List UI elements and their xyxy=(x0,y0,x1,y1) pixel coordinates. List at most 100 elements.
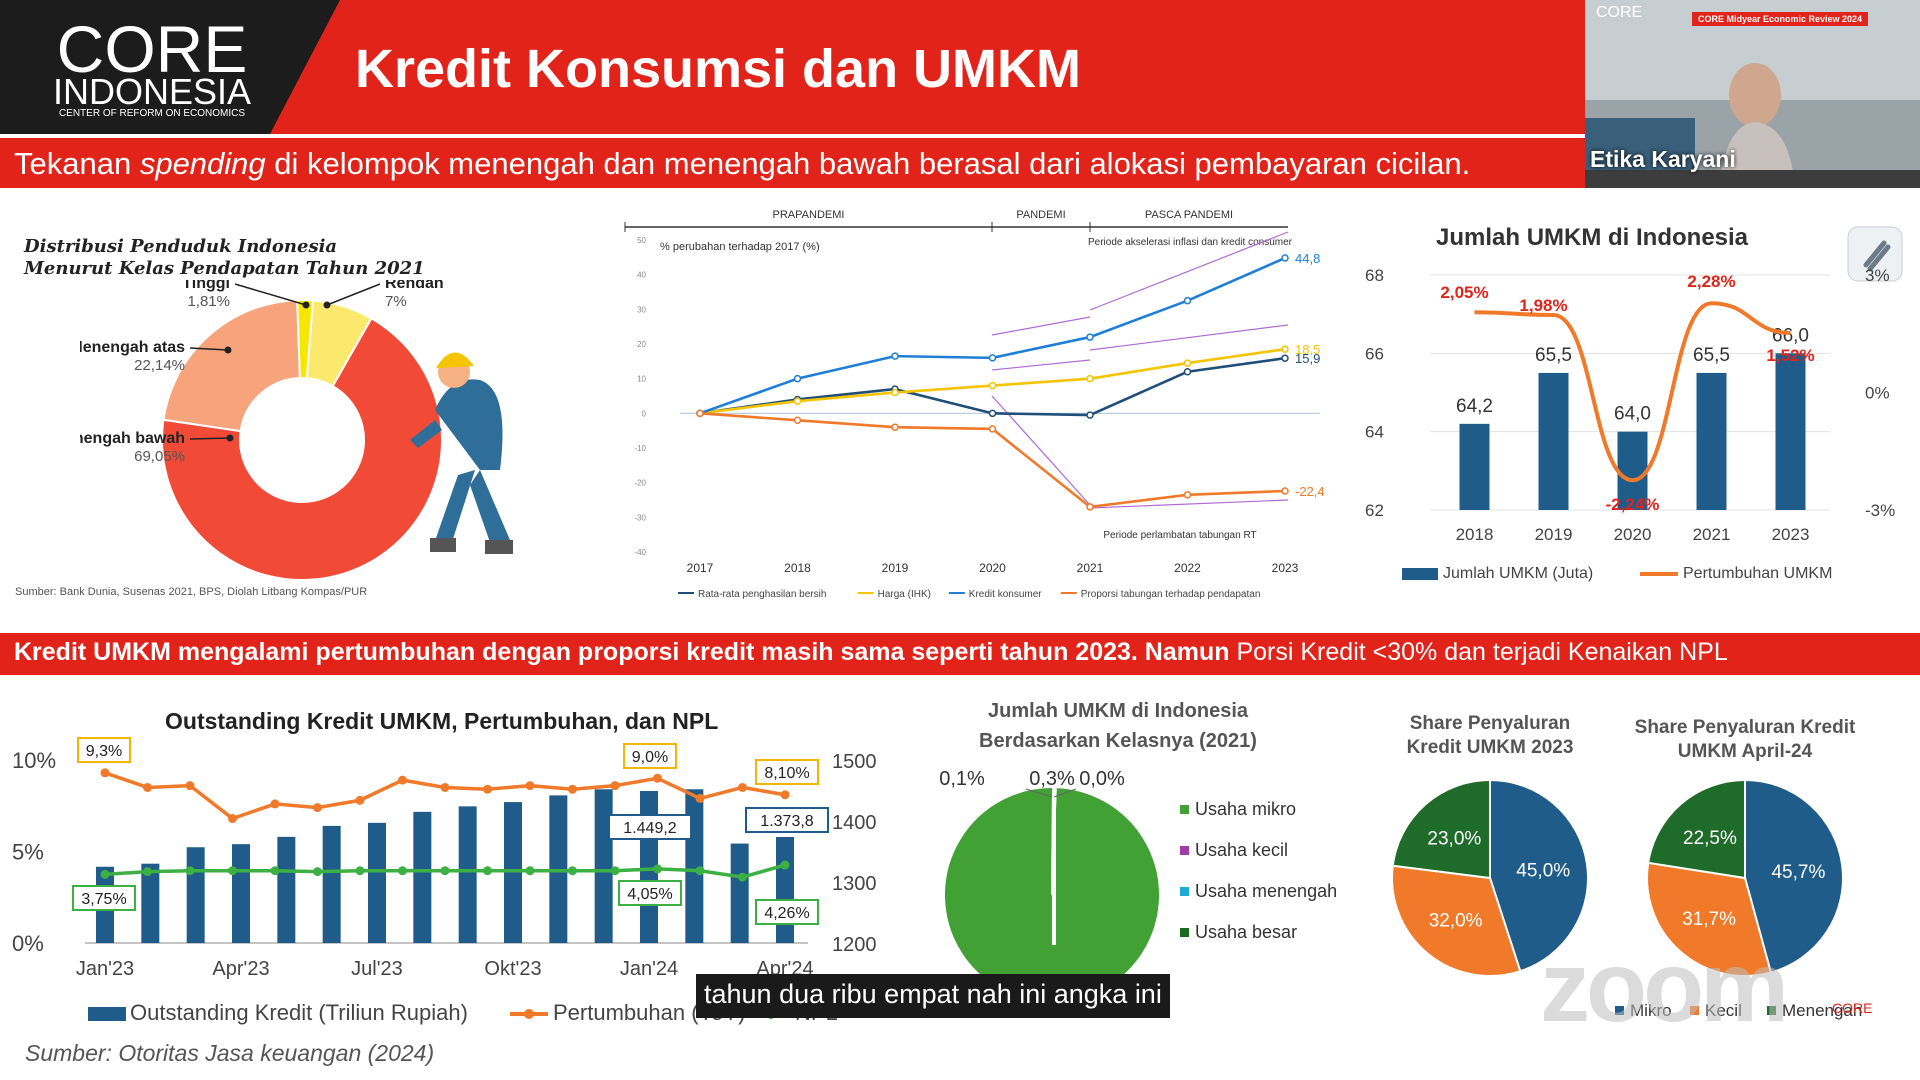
loan-legend-dot-1 xyxy=(524,1009,534,1019)
umkm-bar-4 xyxy=(1775,353,1806,510)
income-value-1: 7% xyxy=(385,293,407,310)
loan-growth-point-10 xyxy=(525,781,535,791)
share-legend-swatch-1 xyxy=(1690,1006,1699,1015)
pct-line-2 xyxy=(699,256,1286,415)
mid-banner-bold: Kredit UMKM mengalami pertumbuhan dengan… xyxy=(14,638,1230,666)
subtitle-part-2: di kelompok menengah dan menengah bawah … xyxy=(265,146,1471,181)
loan-npl-point-3 xyxy=(228,866,237,876)
loan-xtick-0: Jan'23 xyxy=(76,958,134,980)
share-legend-label-1: Kecil xyxy=(1705,1001,1742,1020)
stylus-widget[interactable] xyxy=(1846,225,1906,287)
loan-growth-point-13 xyxy=(653,773,662,783)
loan-growth-point-8 xyxy=(440,782,450,792)
loan-callout-box-6 xyxy=(618,880,682,906)
loan-npl-point-6 xyxy=(355,866,365,876)
loan-growth-point-0 xyxy=(100,768,110,778)
loan-callout-box-5 xyxy=(72,885,136,911)
loan-legend-label-0: Outstanding Kredit (Triliun Rupiah) xyxy=(130,1000,468,1025)
loan-bar-8 xyxy=(458,806,477,943)
income-leader-dot-2 xyxy=(226,434,234,442)
class-legend-swatch-0 xyxy=(1180,805,1189,814)
umkm-ytick-left-1: 66 xyxy=(1365,344,1384,363)
page-subtitle: Tekanan spending di kelompok menengah da… xyxy=(14,146,1470,182)
loan-callout-0: 9,3% xyxy=(86,743,122,760)
umkm-bar-1 xyxy=(1538,372,1569,510)
loan-growth-point-11 xyxy=(568,784,577,794)
worker-part-1 xyxy=(470,470,510,548)
umkm-bar-label-1: 65,5 xyxy=(1535,345,1572,366)
umkm-xtick-0: 2018 xyxy=(1456,525,1494,544)
umkm-bar-label-3: 65,5 xyxy=(1693,345,1730,366)
umkm-legend-label-1: Pertumbuhan UMKM xyxy=(1683,565,1832,582)
share-2023-title: Share Penyaluran Kredit UMKM 2023 xyxy=(1406,713,1574,758)
loan-callout-6: 4,05% xyxy=(627,886,672,903)
umkm-loans-source: Sumber: Otoritas Jasa keuangan (2024) xyxy=(25,1040,435,1066)
income-value-0: 1,81% xyxy=(187,293,230,310)
loan-bar-5 xyxy=(322,825,341,943)
share24-slice-0 xyxy=(1744,778,1844,974)
pct-legend-label-2: Kredit konsumer xyxy=(969,589,1042,600)
subtitle-part-1: Tekanan xyxy=(14,146,140,181)
loan-npl-point-16 xyxy=(780,860,790,870)
income-leader-dot-1 xyxy=(323,301,331,309)
pct-point-3-5 xyxy=(1183,491,1192,499)
loan-ytick-right-0: 1500 xyxy=(832,751,877,773)
loan-growth-point-15 xyxy=(738,782,747,792)
logo-tagline-text: CENTER OF REFORM ON ECONOMICS xyxy=(59,108,245,119)
umkm-ytick-right-0: 3% xyxy=(1865,266,1890,285)
webcam-review-badge: CORE Midyear Economic Review 2024 xyxy=(1692,12,1869,26)
period-label-1: PANDEMI xyxy=(1016,209,1065,221)
pct-endlabel-2: 44,8 xyxy=(1295,251,1320,266)
umkm-bar-label-2: 64,0 xyxy=(1614,404,1651,425)
share-legend: Mikro Kecil Menengah xyxy=(1615,1001,1862,1020)
loan-xtick-1: Apr'23 xyxy=(212,958,269,980)
loan-bar-11 xyxy=(594,789,613,943)
income-distribution-source: Sumber: Bank Dunia, Susenas 2021, BPS, D… xyxy=(15,586,368,598)
share23-slice-0 xyxy=(1489,778,1589,973)
class-legend-label-3: Usaha besar xyxy=(1195,922,1297,942)
income-distribution-title: Distribusi Penduduk Indonesia Menurut Ke… xyxy=(24,236,425,280)
pct-xtick-0: 2017 xyxy=(687,561,714,575)
pct-ytick-1: 40 xyxy=(637,271,646,280)
loan-ytick-left-1: 5% xyxy=(12,840,44,865)
pct-point-3-6 xyxy=(1281,487,1289,495)
pct-legend-label-1: Harga (IHK) xyxy=(878,589,931,600)
share24-slice-1 xyxy=(1646,861,1773,977)
umkm-ytick-right-1: 0% xyxy=(1865,384,1890,403)
class-legend-swatch-2 xyxy=(1180,887,1189,896)
umkm-xtick-3: 2021 xyxy=(1693,525,1731,544)
pct-ytick-6: -10 xyxy=(634,444,646,453)
loan-callout-box-3 xyxy=(608,814,692,840)
worker-part-6 xyxy=(485,540,513,554)
loan-callout-7: 4,26% xyxy=(764,905,809,922)
pct-point-1-3 xyxy=(988,381,997,390)
loan-bar-6 xyxy=(368,822,386,943)
loan-callout-box-0 xyxy=(77,737,131,763)
trend-arrow-3 xyxy=(1089,324,1289,351)
class-pie-label-3: 0,0% xyxy=(1079,768,1125,790)
umkm-xtick-4: 2023 xyxy=(1772,525,1810,544)
loan-callout-2: 8,10% xyxy=(764,765,809,782)
presenter-name: Etika Karyani xyxy=(1590,146,1736,172)
pct-ytick-0: 50 xyxy=(637,236,646,245)
pct-endlabel-1: 18,5 xyxy=(1295,342,1320,357)
pct-change-chart: PRAPANDEMI PANDEMI PASCA PANDEMI % perubaha… xyxy=(624,209,1325,600)
umkm-xtick-2: 2020 xyxy=(1614,525,1652,544)
loan-callout-box-7 xyxy=(755,899,819,925)
loan-growth-point-2 xyxy=(185,781,195,791)
webcam-core-logo: CORE xyxy=(1596,4,1643,21)
umkm-ytick-left-3: 62 xyxy=(1365,501,1384,520)
pct-legend-label-3: Proporsi tabungan terhadap pendapatan xyxy=(1081,589,1261,600)
share24-slice-2 xyxy=(1647,778,1746,880)
presenter-face xyxy=(1729,63,1781,127)
loan-growth-point-1 xyxy=(143,782,152,792)
mid-banner-normal: Porsi Kredit <30% dan terjadi Kenaikan N… xyxy=(1229,638,1728,666)
umkm-growth-label-2: -2,24% xyxy=(1606,495,1660,514)
loan-growth-point-3 xyxy=(228,814,237,824)
income-leader-dot-0 xyxy=(302,301,310,309)
umkm-loans-title: Outstanding Kredit UMKM, Pertumbuhan, da… xyxy=(165,708,719,734)
loan-xtick-4: Jan'24 xyxy=(620,958,678,980)
pct-point-3-3 xyxy=(988,425,997,433)
presenter-video-frame xyxy=(1585,0,1920,188)
loan-growth-line xyxy=(104,771,786,821)
